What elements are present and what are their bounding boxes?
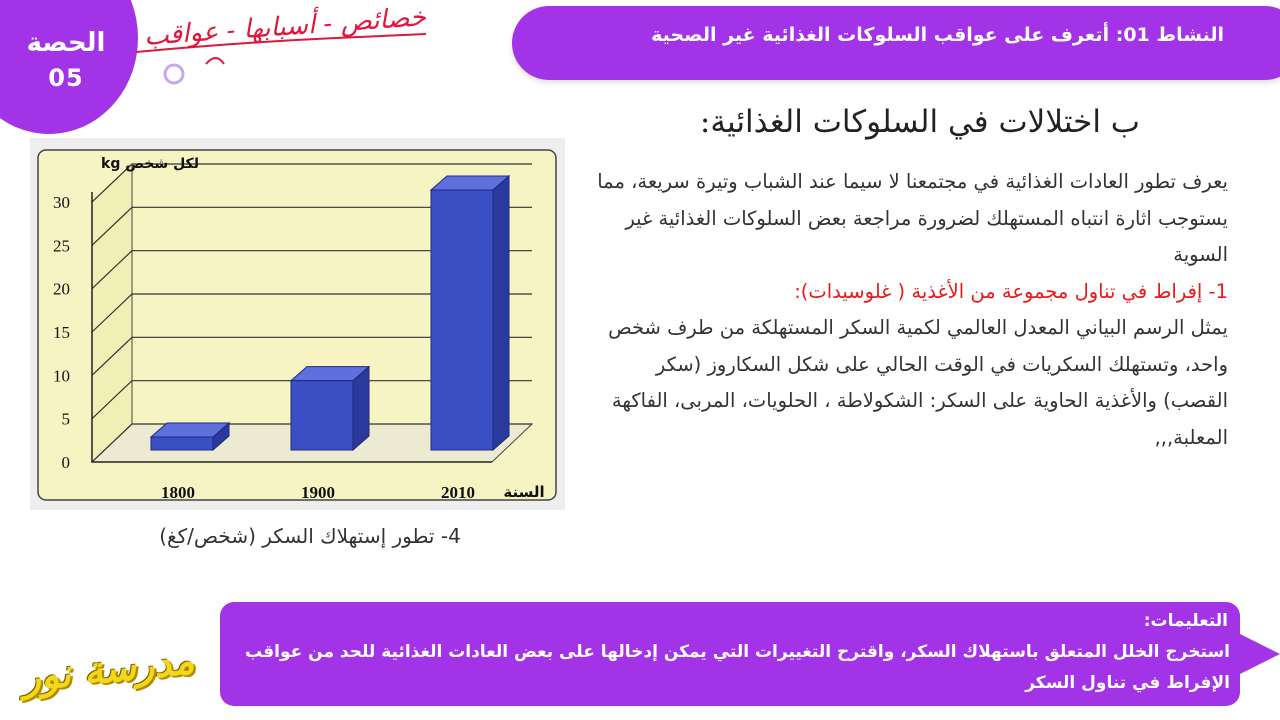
- session-label: الحصة: [26, 28, 106, 58]
- activity-banner: [512, 6, 1280, 80]
- activity-title: النشاط 01: أتعرف على عواقب السلوكات الغذ…: [651, 24, 1224, 46]
- subheading-sugar-excess: 1- إفراط في تناول مجموعة من الأغذية ( غل…: [794, 279, 1228, 303]
- gridline: [91, 206, 532, 246]
- section-heading: ب اختلالات في السلوكات الغذائية:: [699, 104, 1140, 140]
- gridline: [91, 293, 532, 333]
- school-logo: مدرسة نور: [19, 637, 197, 700]
- y-tick-label: 10: [53, 366, 70, 385]
- y-tick-label: 0: [62, 453, 71, 472]
- instructions-text: استخرج الخلل المتعلق باستهلاك السكر، واق…: [245, 642, 1230, 693]
- instructions-heading: التعليمات:: [1143, 611, 1228, 631]
- intro-paragraph: يعرف تطور العادات الغذائية في مجتمعنا لا…: [597, 170, 1228, 266]
- session-number: 05: [48, 64, 84, 92]
- chart-frame: [37, 149, 557, 501]
- instructions-box: [220, 602, 1240, 706]
- sugar-consumption-chart: 0 5 10 15 20 25 30 1800 1900 2010 kg لكل شخص السنة: [37, 149, 557, 502]
- gridline: [91, 380, 532, 420]
- x-tick-label-2010: 2010: [441, 483, 475, 502]
- y-tick-label: 30: [53, 193, 70, 212]
- x-tick-label-1900: 1900: [301, 483, 335, 502]
- chart-description-paragraph: يمثل الرسم البياني المعدل العالمي لكمية …: [608, 316, 1228, 449]
- gridline: [91, 423, 532, 463]
- handwriting-underline-icon: [135, 33, 427, 85]
- y-tick-label: 20: [53, 280, 70, 299]
- y-tick-label: 5: [62, 410, 71, 429]
- bar-2010: [429, 174, 511, 452]
- y-tick-label: 25: [53, 236, 70, 255]
- gridline: [91, 163, 532, 203]
- x-tick-label-1800: 1800: [161, 483, 195, 502]
- lesson-content: يعرف تطور العادات الغذائية في مجتمعنا لا…: [590, 164, 1228, 456]
- instructions-arrow-icon: [1236, 632, 1280, 676]
- bar-1800: [149, 421, 231, 452]
- gridline: [91, 250, 532, 290]
- y-tick-label: 15: [53, 323, 70, 342]
- bar-1900: [289, 365, 371, 452]
- y-axis-label: kg لكل شخص: [101, 156, 199, 172]
- gridline: [91, 336, 532, 376]
- chart-caption: 4- تطور إستهلاك السكر (شخص/كغ): [159, 524, 461, 548]
- x-axis-label: السنة: [503, 483, 544, 501]
